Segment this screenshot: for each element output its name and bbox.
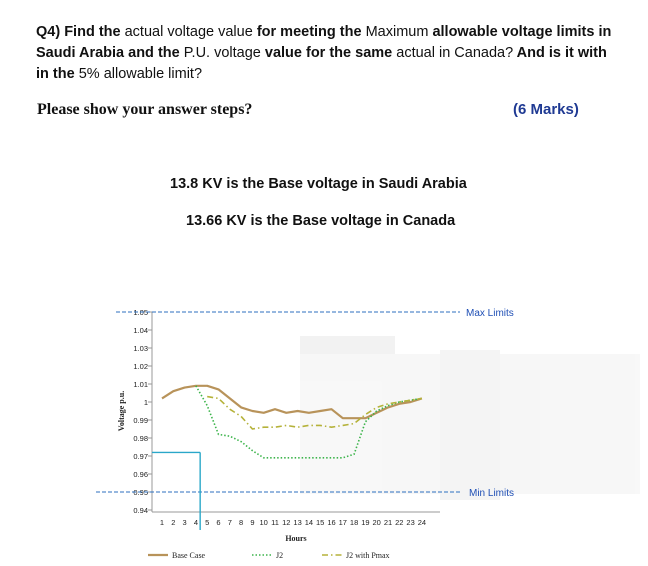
x-tick-label: 10	[260, 518, 268, 527]
steps-prompt: Please show your answer steps?	[37, 101, 253, 118]
voltage-chart: 0.940.950.960.970.980.9911.011.021.031.0…	[96, 308, 640, 560]
legend-label: Base Case	[172, 551, 206, 560]
x-tick-label: 6	[216, 518, 220, 527]
y-tick-label: 0.97	[133, 452, 148, 461]
question-part: limits in Saudi Arabia	[36, 24, 612, 61]
y-tick-label: 0.99	[133, 416, 148, 425]
x-tick-label: 24	[418, 518, 426, 527]
x-tick-label: 11	[271, 518, 279, 527]
legend-label: J2 with Pmax	[346, 551, 390, 560]
x-tick-label: 21	[384, 518, 392, 527]
x-tick-label: 4	[194, 518, 198, 527]
question-part: Maximum	[365, 24, 433, 40]
x-tick-label: 18	[350, 518, 358, 527]
y-tick-label: 1.04	[133, 326, 148, 335]
x-tick-label: 1	[160, 518, 164, 527]
x-tick-label: 22	[395, 518, 403, 527]
series-line-j2-with-pmax	[207, 395, 423, 430]
y-tick-label: 1.02	[133, 362, 148, 371]
series-line-j2	[195, 385, 423, 459]
saudi-base-voltage: 13.8 KV is the Base voltage in Saudi Ara…	[170, 176, 467, 192]
x-tick-label: 7	[228, 518, 232, 527]
x-axis-title: Hours	[285, 534, 306, 543]
x-tick-label: 16	[327, 518, 335, 527]
y-tick-label: 1	[144, 398, 148, 407]
limit-label: Max Limits	[466, 308, 514, 319]
x-tick-label: 14	[305, 518, 313, 527]
question-part: Q4) Find the	[36, 24, 125, 40]
x-tick-label: 8	[239, 518, 243, 527]
background-building-image	[300, 336, 640, 500]
x-tick-label: 12	[282, 518, 290, 527]
x-tick-label: 2	[171, 518, 175, 527]
x-tick-label: 3	[183, 518, 187, 527]
y-tick-label: 1.01	[133, 380, 148, 389]
x-tick-label: 20	[373, 518, 381, 527]
question-part: actual in Canada?	[396, 45, 514, 61]
question-part: and the	[128, 45, 184, 61]
question-part: actual voltage value	[124, 24, 257, 40]
canada-base-voltage: 13.66 KV is the Base voltage in Canada	[186, 213, 456, 229]
question-part: allowable voltage	[432, 24, 553, 40]
question-part: for meeting the	[256, 24, 366, 40]
question-part: 5% allowable limit?	[78, 66, 203, 82]
limit-label: Min Limits	[469, 488, 514, 499]
x-tick-label: 9	[250, 518, 254, 527]
y-tick-label: 0.94	[133, 506, 148, 515]
x-tick-label: 19	[361, 518, 369, 527]
series-line-base-case	[161, 384, 423, 420]
x-tick-label: 15	[316, 518, 324, 527]
x-tick-label: 23	[406, 518, 414, 527]
x-tick-label: 13	[293, 518, 301, 527]
question-text: Q4) Find the actual voltage value for me…	[36, 22, 616, 85]
marks-label: (6 Marks)	[513, 101, 579, 118]
y-tick-label: 1.03	[133, 344, 148, 353]
x-tick-label: 17	[339, 518, 347, 527]
y-tick-label: 0.96	[133, 470, 148, 479]
question-part: And is it with in the	[36, 45, 607, 82]
question-part: value for the same	[264, 45, 397, 61]
y-axis-title: Voltage p.u.	[117, 391, 126, 431]
legend-label: J2	[276, 551, 283, 560]
y-tick-label: 0.98	[133, 434, 148, 443]
question-part: P.U. voltage	[183, 45, 265, 61]
x-tick-label: 5	[205, 518, 209, 527]
